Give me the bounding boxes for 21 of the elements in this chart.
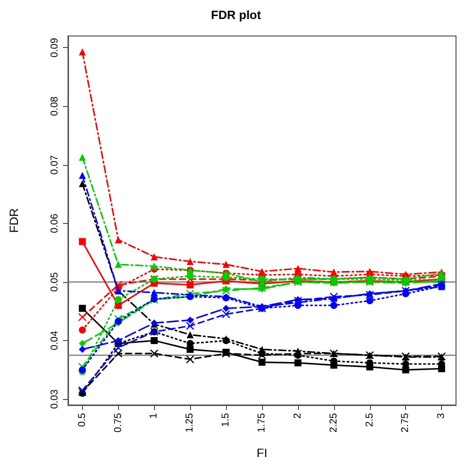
x-tick-label: 3 bbox=[436, 412, 448, 419]
y-tick-label: 0.06 bbox=[50, 213, 60, 234]
x-tick-label: 0.75 bbox=[112, 412, 124, 432]
x-axis-title: FI bbox=[256, 446, 268, 460]
x-tick-label: 0.5 bbox=[76, 412, 88, 427]
chart-title: FDR plot bbox=[211, 8, 261, 22]
y-tick-label: 0.04 bbox=[50, 330, 60, 350]
x-tick-label: 1.5 bbox=[220, 412, 232, 427]
x-tick-label: 1.25 bbox=[184, 412, 196, 432]
x-tick-label: 2.25 bbox=[328, 412, 340, 432]
y-tick-label: 0.08 bbox=[50, 96, 60, 116]
x-tick-label: 2.5 bbox=[364, 412, 376, 427]
x-tick-label: 2 bbox=[292, 412, 304, 419]
y-tick-label: 0.09 bbox=[50, 38, 60, 58]
y-tick-label: 0.07 bbox=[50, 154, 60, 175]
y-tick-label: 0.05 bbox=[50, 272, 60, 292]
y-axis-title: FDR bbox=[7, 208, 21, 233]
x-tick-label: 1 bbox=[148, 412, 160, 419]
x-tick-label: 2.75 bbox=[400, 412, 412, 432]
x-tick-label: 1.75 bbox=[256, 412, 268, 432]
y-tick-label: 0.03 bbox=[50, 388, 60, 409]
